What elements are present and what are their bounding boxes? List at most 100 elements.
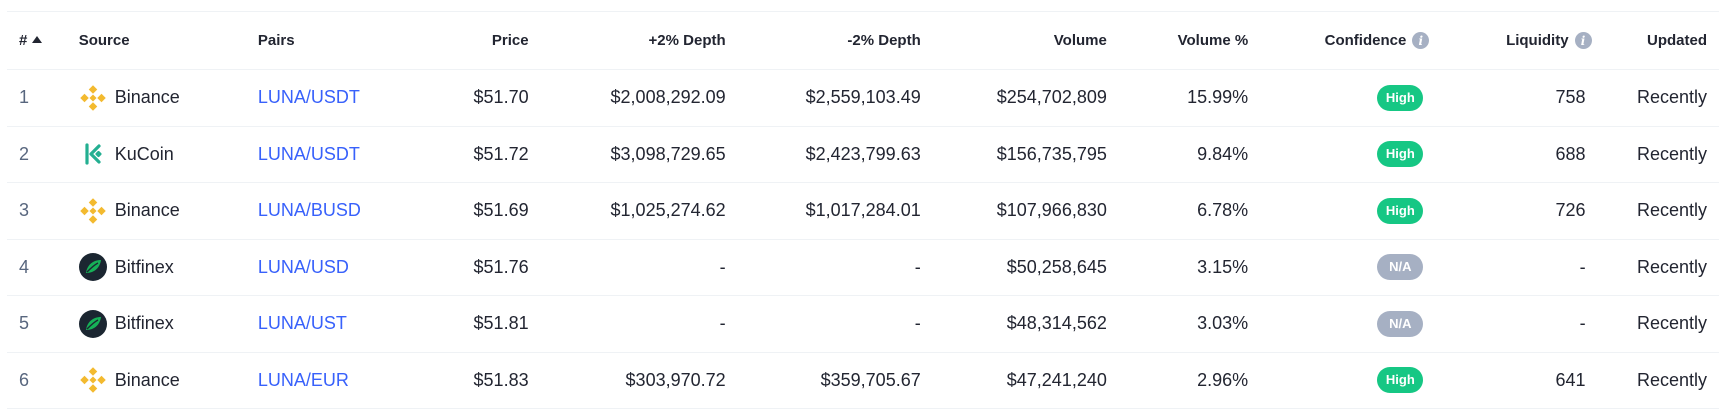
- table-row: 5 Bitfinex LUNA/UST $51.81 - - $48,314,5…: [7, 296, 1719, 353]
- pair-cell: LUNA/UST: [258, 313, 417, 334]
- updated-cell: Recently: [1636, 87, 1708, 108]
- source-name[interactable]: Bitfinex: [114, 313, 174, 334]
- volume-cell: $48,314,562: [1006, 313, 1107, 334]
- liquidity-value: -: [1579, 313, 1586, 334]
- rank-cell: 5: [19, 313, 30, 334]
- binance-icon: [79, 84, 107, 112]
- pair-link[interactable]: LUNA/USDT: [257, 87, 360, 108]
- minus-depth-cell: $2,423,799.63: [805, 143, 921, 164]
- volume-pct-cell: 3.03%: [1197, 313, 1249, 334]
- markets-table: # Source Pairs Price +2% Depth -2% Depth…: [7, 11, 1719, 409]
- pair-cell: LUNA/EUR: [258, 370, 417, 391]
- plus-depth-cell: $1,025,274.62: [610, 200, 726, 221]
- source-name[interactable]: Binance: [114, 87, 180, 108]
- pair-cell: LUNA/USD: [258, 257, 417, 278]
- source-cell[interactable]: Binance: [79, 366, 258, 394]
- pair-link[interactable]: LUNA/EUR: [257, 369, 349, 390]
- updated-cell: Recently: [1636, 200, 1708, 221]
- confidence-badge: N/A: [1377, 310, 1424, 337]
- table-row: 2 KuCoin LUNA/USDT $51.72 $3,098,729.65 …: [7, 127, 1719, 183]
- liquidity-cell: -: [1429, 257, 1591, 278]
- updated-cell: Recently: [1636, 313, 1708, 334]
- liquidity-value: -: [1579, 256, 1586, 277]
- pair-link[interactable]: LUNA/USDT: [257, 143, 360, 164]
- header-updated[interactable]: Updated: [1647, 32, 1708, 49]
- table-row: 6 Binance LUNA/EUR $51.83 $303,970.72 $3…: [7, 353, 1719, 409]
- plus-depth-cell: -: [719, 313, 726, 334]
- header-rank[interactable]: #: [7, 32, 79, 49]
- volume-cell: $50,258,645: [1006, 256, 1107, 277]
- header-confidence[interactable]: Confidence i: [1248, 32, 1430, 49]
- rank-cell: 2: [19, 143, 30, 164]
- table-row: 4 Bitfinex LUNA/USD $51.76 - - $50,258,6…: [7, 240, 1719, 296]
- volume-pct-cell: 3.15%: [1197, 256, 1249, 277]
- source-name[interactable]: Binance: [114, 369, 180, 390]
- plus-depth-cell: $3,098,729.65: [610, 143, 726, 164]
- confidence-badge: High: [1377, 84, 1424, 111]
- binance-icon: [79, 366, 107, 394]
- updated-cell: Recently: [1636, 369, 1708, 390]
- confidence-info-icon[interactable]: i: [1412, 32, 1430, 49]
- minus-depth-cell: $359,705.67: [820, 369, 921, 390]
- header-minus-depth[interactable]: -2% Depth: [847, 32, 921, 49]
- liquidity-value: 726: [1555, 200, 1586, 221]
- header-source[interactable]: Source: [78, 32, 130, 49]
- updated-cell: Recently: [1636, 256, 1708, 277]
- pair-link[interactable]: LUNA/USD: [257, 256, 349, 277]
- liquidity-cell: -: [1429, 313, 1591, 334]
- confidence-cell: High: [1248, 367, 1429, 394]
- source-cell[interactable]: Binance: [79, 84, 258, 112]
- table-body: 1 Binance LUNA/USDT $51.70 $2,008,292.09…: [7, 70, 1719, 409]
- volume-pct-cell: 15.99%: [1187, 87, 1249, 108]
- volume-cell: $254,702,809: [996, 87, 1107, 108]
- rank-cell: 6: [19, 369, 30, 390]
- minus-depth-cell: -: [914, 256, 921, 277]
- source-name[interactable]: KuCoin: [114, 143, 174, 164]
- liquidity-value: 688: [1555, 143, 1586, 164]
- price-cell: $51.70: [473, 87, 529, 108]
- header-pairs[interactable]: Pairs: [257, 32, 295, 49]
- header-plus-depth[interactable]: +2% Depth: [648, 32, 726, 49]
- confidence-cell: High: [1248, 141, 1429, 168]
- header-volume[interactable]: Volume: [1053, 32, 1107, 49]
- volume-cell: $107,966,830: [996, 200, 1107, 221]
- pair-cell: LUNA/USDT: [258, 87, 417, 108]
- bitfinex-icon: [78, 253, 107, 282]
- price-cell: $51.83: [473, 369, 529, 390]
- source-cell[interactable]: Bitfinex: [78, 253, 258, 282]
- liquidity-cell: 758: [1429, 87, 1591, 108]
- pair-link[interactable]: LUNA/UST: [257, 313, 347, 334]
- header-rank-label: #: [19, 32, 28, 49]
- header-liquidity-label: Liquidity: [1506, 32, 1569, 49]
- plus-depth-cell: $2,008,292.09: [610, 87, 726, 108]
- source-cell[interactable]: Bitfinex: [78, 309, 258, 338]
- binance-icon: [79, 197, 107, 225]
- confidence-badge: High: [1377, 367, 1424, 394]
- confidence-cell: N/A: [1248, 310, 1429, 337]
- confidence-badge: High: [1377, 197, 1424, 224]
- updated-cell: Recently: [1636, 143, 1708, 164]
- header-volume-pct[interactable]: Volume %: [1177, 32, 1249, 49]
- confidence-cell: High: [1248, 197, 1429, 224]
- pair-link[interactable]: LUNA/BUSD: [257, 200, 361, 221]
- liquidity-cell: 726: [1429, 200, 1591, 221]
- minus-depth-cell: $2,559,103.49: [805, 87, 921, 108]
- source-name[interactable]: Bitfinex: [114, 256, 174, 277]
- sort-asc-icon[interactable]: [32, 36, 43, 43]
- source-cell[interactable]: Binance: [79, 197, 258, 225]
- table-row: 3 Binance LUNA/BUSD $51.69 $1,025,274.62…: [7, 183, 1719, 240]
- price-cell: $51.69: [473, 200, 529, 221]
- table-row: 1 Binance LUNA/USDT $51.70 $2,008,292.09…: [7, 70, 1719, 127]
- liquidity-cell: 688: [1429, 144, 1591, 165]
- bitfinex-icon: [78, 309, 107, 338]
- source-cell[interactable]: KuCoin: [79, 140, 258, 168]
- liquidity-cell: 641: [1429, 370, 1591, 391]
- header-liquidity[interactable]: Liquidity i: [1429, 32, 1592, 49]
- liquidity-info-icon[interactable]: i: [1574, 32, 1592, 49]
- volume-cell: $47,241,240: [1006, 369, 1107, 390]
- price-cell: $51.81: [473, 313, 529, 334]
- source-name[interactable]: Binance: [114, 200, 180, 221]
- pair-cell: LUNA/BUSD: [258, 200, 417, 221]
- header-price[interactable]: Price: [491, 32, 529, 49]
- confidence-badge: N/A: [1377, 254, 1424, 281]
